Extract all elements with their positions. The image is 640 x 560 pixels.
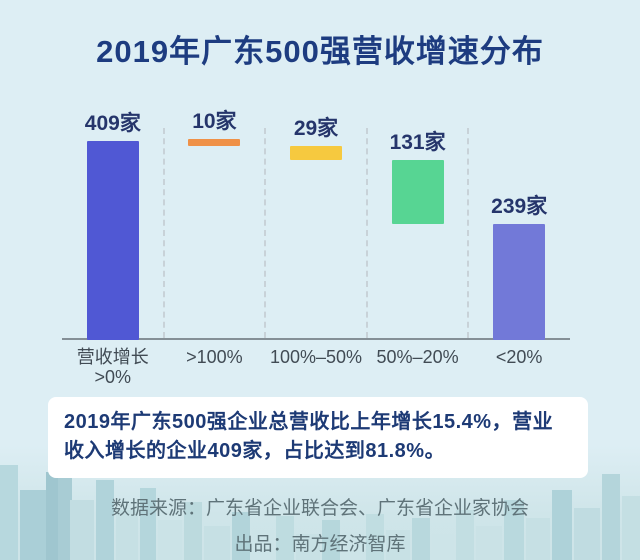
summary-line-1: 2019年广东500强企业总营收比上年增长15.4%，营业 <box>64 411 554 433</box>
category-label: >100% <box>164 347 266 387</box>
category-label: 100%–50% <box>265 347 367 387</box>
building-silhouette <box>504 500 524 560</box>
building-silhouette <box>622 496 640 560</box>
bar-value-label: 239家 <box>491 194 548 218</box>
building-silhouette <box>20 490 46 560</box>
building-silhouette <box>276 516 294 560</box>
building-silhouette <box>96 480 114 560</box>
building-silhouette <box>432 534 454 560</box>
building-silhouette <box>552 490 572 560</box>
bar-50%–20% <box>391 159 444 224</box>
category-label: 50%–20% <box>367 347 469 387</box>
building-silhouette <box>0 465 18 560</box>
building-silhouette <box>476 526 502 560</box>
category-label: 营收增长 >0% <box>62 347 164 387</box>
x-axis-line <box>62 338 570 340</box>
building-silhouette <box>184 502 202 560</box>
summary-box: 2019年广东500强企业总营收比上年增长15.4%，营业 收入增长的企业409… <box>48 397 588 478</box>
category-label-line: 50%–20% <box>376 347 459 367</box>
category-label-line: 营收增长 <box>76 347 149 367</box>
building-silhouette <box>574 508 600 560</box>
building-silhouette <box>252 530 274 560</box>
bar-value-label: 29家 <box>293 116 339 140</box>
column-separator <box>264 128 267 338</box>
producer-text: 出品：南方经济智库 <box>234 534 406 555</box>
column-separator <box>467 128 470 338</box>
bar-<20% <box>493 223 546 340</box>
x-axis-labels: 营收增长 >0% >100% 100%–50% 50%–20% <20% <box>62 347 570 387</box>
column-separator <box>162 128 165 338</box>
chart-title: 2019年广东500强营收增速分布 <box>96 34 544 69</box>
building-silhouette <box>58 455 72 560</box>
data-source-text: 数据来源：广东省企业联合会、广东省企业家协会 <box>110 498 529 519</box>
bar->100% <box>188 138 241 146</box>
building-silhouette <box>412 518 430 560</box>
building-silhouette <box>70 500 94 560</box>
building-silhouette <box>204 526 230 560</box>
category-label-line: >100% <box>186 347 243 367</box>
building-silhouette <box>296 534 320 560</box>
bar-value-label: 10家 <box>192 109 237 133</box>
category-label-line: 100%–50% <box>269 347 363 367</box>
building-silhouette <box>158 520 182 560</box>
bar-value-label: 131家 <box>389 130 446 154</box>
building-silhouette <box>456 510 474 560</box>
footer: 数据来源：广东省企业联合会、广东省企业家协会 出品：南方经济智库 <box>0 493 640 556</box>
bar-100%–50% <box>290 145 342 160</box>
building-silhouette <box>116 510 138 560</box>
building-silhouette <box>322 520 340 560</box>
category-label-line: <20% <box>495 347 543 367</box>
building-silhouette <box>366 514 384 560</box>
category-label-line: >0% <box>94 367 132 387</box>
bar-营收增长>0% <box>86 141 139 340</box>
building-silhouette <box>140 488 156 560</box>
building-silhouette <box>342 532 364 560</box>
building-silhouette <box>386 530 410 560</box>
bar-value-label: 409家 <box>84 112 141 135</box>
building-silhouette <box>526 518 550 560</box>
summary-line-2: 收入增长的企业409家，占比达到81.8%。 <box>64 440 446 462</box>
column-separator <box>365 128 368 338</box>
building-silhouette <box>602 474 620 560</box>
building-silhouette <box>232 512 250 560</box>
category-label: <20% <box>468 347 570 387</box>
waterfall-bar-chart: 409家 10家 29家 131家 239家 <box>62 110 570 340</box>
